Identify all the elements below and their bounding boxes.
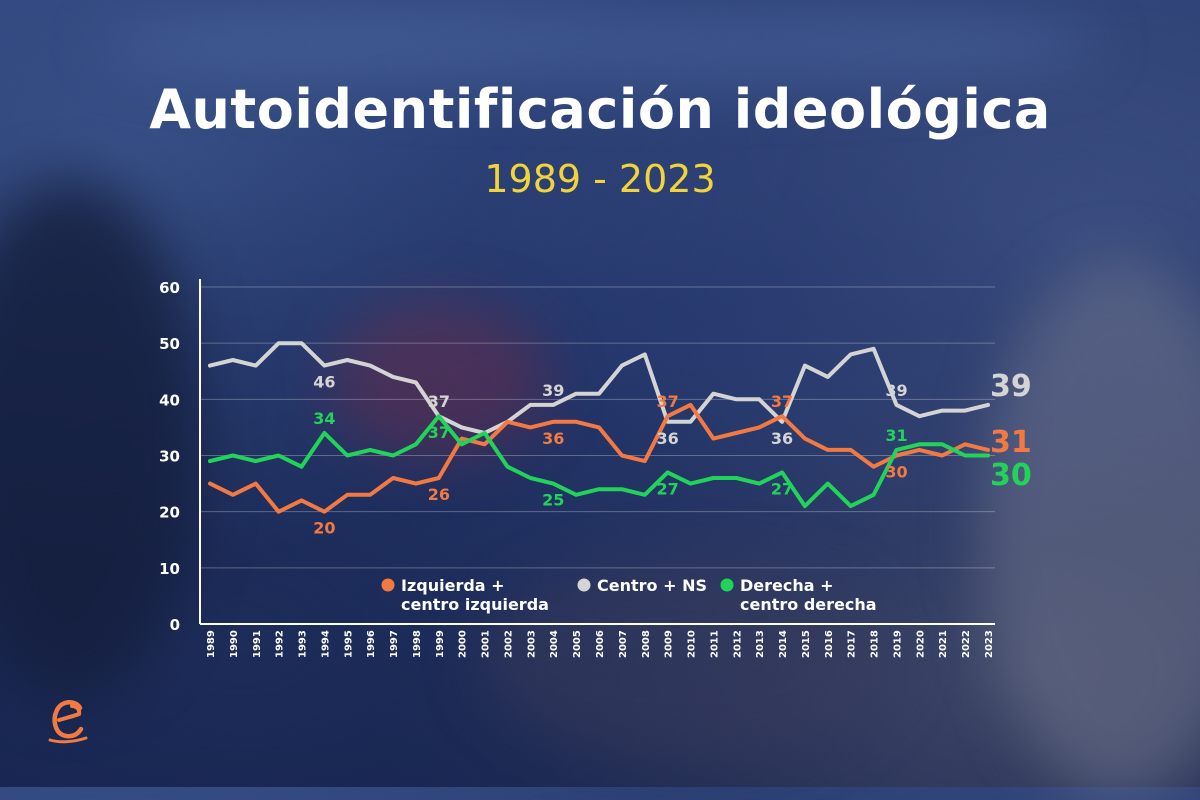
x-tick-label: 2021 (938, 630, 949, 658)
data-label: 26 (428, 485, 450, 504)
data-label: 36 (657, 429, 679, 448)
x-tick-label: 2006 (595, 630, 606, 658)
x-tick-label: 2016 (824, 630, 835, 658)
y-tick-label: 60 (159, 279, 180, 297)
x-tick-label: 1999 (435, 630, 446, 658)
data-label: 37 (771, 392, 793, 411)
legend-marker-derecha (720, 578, 734, 592)
data-label: 34 (313, 409, 335, 428)
legend-marker-izquierda (381, 578, 395, 592)
background-blob (0, 180, 200, 700)
chart-subtitle: 1989 - 2023 (484, 157, 716, 201)
x-tick-label: 2019 (892, 630, 903, 658)
x-tick-label: 2012 (732, 630, 743, 658)
x-tick-label: 1998 (412, 630, 423, 658)
x-tick-label: 2022 (961, 630, 972, 658)
y-tick-label: 30 (159, 448, 180, 466)
data-label: 39 (885, 381, 907, 400)
y-tick-label: 20 (159, 504, 180, 522)
data-label: 36 (542, 429, 564, 448)
data-label: 27 (771, 479, 793, 498)
background-blob (330, 300, 550, 460)
x-tick-label: 2002 (503, 630, 514, 658)
background-blob (980, 260, 1200, 800)
x-tick-label: 1992 (275, 630, 286, 658)
x-tick-label: 2010 (687, 630, 698, 658)
y-tick-label: 10 (159, 560, 180, 578)
x-tick-label: 2000 (458, 630, 469, 658)
data-label: 37 (428, 392, 450, 411)
x-tick-label: 2017 (847, 630, 858, 658)
data-label: 39 (542, 381, 564, 400)
x-tick-label: 2015 (801, 630, 812, 658)
x-tick-label: 2011 (709, 630, 720, 658)
data-label: 37 (428, 423, 450, 442)
x-tick-label: 2013 (755, 630, 766, 658)
x-tick-label: 2009 (664, 630, 675, 658)
series-line-izquierda (208, 402, 990, 514)
end-label-izquierda: 31 (990, 425, 1032, 460)
chart-title: Autoidentificación ideológica (149, 78, 1051, 141)
x-tick-label: 1990 (229, 630, 240, 658)
e-logo-icon (48, 700, 88, 744)
x-tick-label: 1995 (343, 630, 354, 658)
legend-label: Centro + NS (597, 576, 707, 595)
x-tick-label: 2005 (572, 630, 583, 658)
x-tick-label: 2001 (481, 630, 492, 658)
end-label-derecha: 30 (990, 458, 1032, 493)
x-tick-label: 2014 (778, 630, 789, 658)
x-tick-label: 2003 (526, 630, 537, 658)
background-blob (480, 560, 900, 760)
legend-marker-centro (577, 578, 591, 592)
x-tick-label: 2018 (870, 630, 881, 658)
legend-label: Derecha + (740, 576, 834, 595)
data-label: 46 (313, 373, 335, 392)
x-tick-label: 1997 (389, 630, 400, 658)
x-tick-label: 2007 (618, 630, 629, 658)
y-tick-label: 0 (170, 616, 180, 634)
data-label: 30 (885, 463, 907, 482)
data-label: 37 (657, 392, 679, 411)
x-tick-label: 1996 (366, 630, 377, 658)
x-tick-label: 1994 (320, 630, 331, 658)
end-label-centro: 39 (990, 369, 1032, 404)
x-tick-label: 1989 (206, 630, 217, 658)
legend-label: Izquierda + (401, 576, 505, 595)
y-tick-label: 40 (159, 391, 180, 409)
background-blob (100, 0, 1100, 90)
data-label: 25 (542, 491, 564, 510)
legend-label: centro izquierda (401, 595, 549, 614)
x-tick-label: 2004 (549, 630, 560, 658)
data-label: 31 (885, 426, 907, 445)
x-tick-label: 1991 (252, 630, 263, 658)
legend-label: centro derecha (740, 595, 877, 614)
x-tick-label: 2023 (984, 630, 995, 658)
x-tick-label: 2020 (915, 630, 926, 658)
x-tick-label: 1993 (298, 630, 309, 658)
data-label: 36 (771, 429, 793, 448)
y-tick-label: 50 (159, 335, 180, 353)
data-label: 20 (313, 519, 335, 538)
x-tick-label: 2008 (641, 630, 652, 658)
series-line-derecha (208, 414, 990, 509)
data-label: 27 (657, 479, 679, 498)
series-line-centro (208, 341, 990, 435)
